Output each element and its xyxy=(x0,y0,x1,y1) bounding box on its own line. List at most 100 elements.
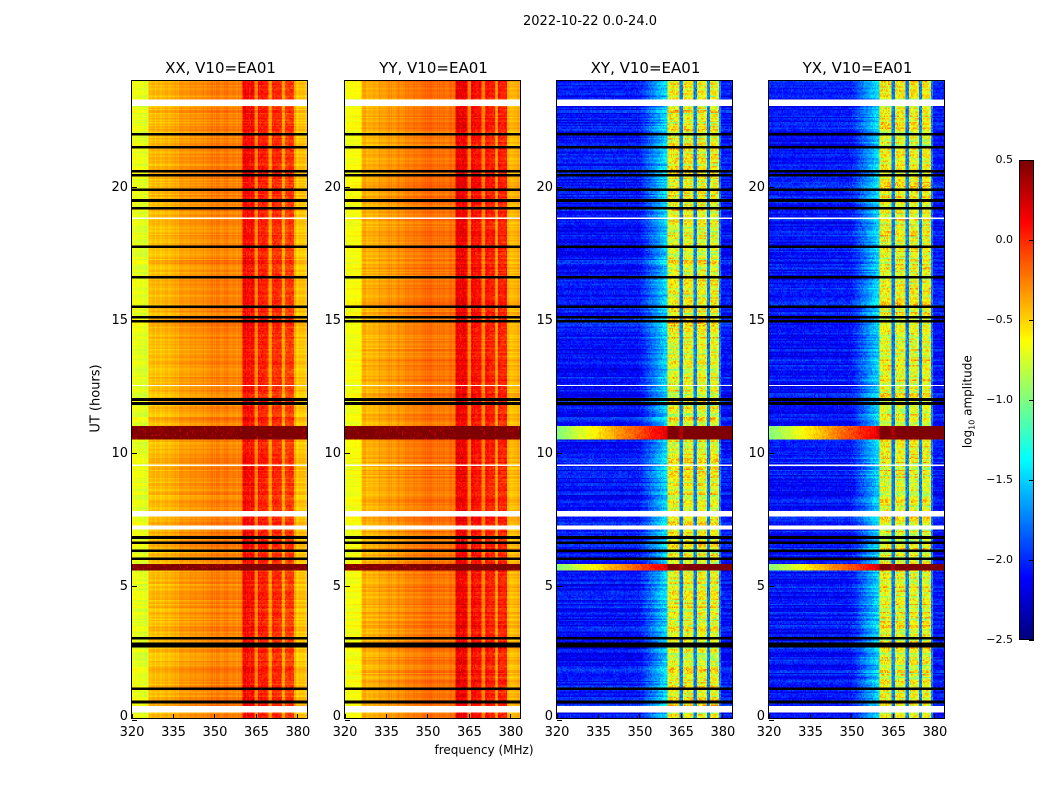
x-tick-label: 380 xyxy=(498,725,524,740)
panel-title: YY, V10=EA01 xyxy=(379,59,488,77)
x-tick xyxy=(639,714,641,719)
colorbar-tick xyxy=(1029,400,1034,401)
x-tick-label: 365 xyxy=(457,725,482,740)
x-tick xyxy=(597,714,599,719)
y-tick-label: 20 xyxy=(324,179,341,195)
x-tick xyxy=(131,714,133,719)
x-tick-label: 380 xyxy=(285,725,311,740)
y-tick xyxy=(132,187,137,188)
y-tick xyxy=(769,320,774,322)
colorbar-tick xyxy=(1029,560,1034,561)
x-tick-label: 380 xyxy=(922,725,948,740)
x-tick-label: 335 xyxy=(798,725,823,740)
colorbar-tick-label: 0.0 xyxy=(995,233,1014,246)
heatmap-panel-yy: YY, V10=EA01 320 335 350 365 380 0 5 10 15 20 xyxy=(324,59,523,739)
colorbar-tick xyxy=(1029,160,1034,161)
y-tick xyxy=(557,187,562,188)
figure-title: 2022-10-22 0.0-24.0 xyxy=(523,14,657,29)
x-tick xyxy=(297,714,299,719)
y-tick-label: 10 xyxy=(748,445,765,461)
colorbar-label: log10 amplitude xyxy=(960,342,979,462)
x-tick-label: 350 xyxy=(839,725,865,740)
heatmap-image xyxy=(345,81,520,718)
x-tick xyxy=(172,714,174,719)
y-tick-label: 15 xyxy=(111,312,128,328)
x-tick xyxy=(934,714,936,719)
colorbar-tick xyxy=(1029,240,1034,241)
x-tick xyxy=(556,714,558,719)
colorbar-label-sub: 10 xyxy=(967,419,977,430)
y-tick-label: 5 xyxy=(544,578,553,594)
y-tick xyxy=(345,320,350,322)
colorbar-tick-label: 0.5 xyxy=(995,153,1014,166)
y-tick xyxy=(132,453,137,455)
y-tick xyxy=(557,719,562,721)
panel-title: YX, V10=EA01 xyxy=(802,59,913,77)
y-tick xyxy=(132,586,137,588)
x-tick-label: 320 xyxy=(756,725,782,740)
x-tick-label: 335 xyxy=(161,725,186,740)
x-tick-label: 350 xyxy=(202,725,228,740)
x-tick-label: 350 xyxy=(627,725,653,740)
y-tick-label: 10 xyxy=(536,445,553,461)
y-axis-label: UT (hours) xyxy=(88,364,104,433)
y-tick-label: 5 xyxy=(756,578,765,594)
x-tick-label: 320 xyxy=(332,725,358,740)
x-tick-label: 335 xyxy=(586,725,611,740)
y-tick-label: 0 xyxy=(756,709,765,724)
y-tick-label: 5 xyxy=(119,578,128,594)
heatmap-panel-xy: XY, V10=EA01 320 335 350 365 380 0 5 10 15 20 xyxy=(536,59,735,739)
x-tick xyxy=(510,714,512,719)
y-tick xyxy=(769,586,774,588)
x-tick-label: 365 xyxy=(244,725,269,740)
x-tick xyxy=(214,714,216,719)
y-tick-label: 15 xyxy=(748,312,765,328)
x-tick xyxy=(851,714,853,719)
heatmap-image xyxy=(132,81,307,718)
colorbar-tick xyxy=(1029,480,1034,481)
y-tick-label: 20 xyxy=(748,179,765,195)
y-tick-label: 20 xyxy=(111,179,128,195)
y-tick xyxy=(557,320,562,322)
y-tick xyxy=(769,187,774,188)
x-tick-label: 335 xyxy=(374,725,399,740)
x-tick-label: 350 xyxy=(415,725,441,740)
heatmap-image xyxy=(557,81,732,718)
x-tick xyxy=(809,714,811,719)
colorbar-tick-label: −0.5 xyxy=(986,313,1013,326)
x-tick xyxy=(344,714,346,719)
colorbar-tick-label: −1.5 xyxy=(986,473,1013,486)
y-tick-label: 20 xyxy=(536,179,553,195)
heatmap-panel-xx: XX, V10=EA01 320 335 350 365 380 0 5 10 15 20 xyxy=(111,59,310,739)
colorbar-label-rest: amplitude xyxy=(960,355,975,420)
y-tick xyxy=(769,453,774,455)
colorbar-tick xyxy=(1029,320,1034,321)
panel-title: XY, V10=EA01 xyxy=(590,59,701,77)
panel-title: XX, V10=EA01 xyxy=(165,59,276,77)
colorbar-label-main: log xyxy=(960,429,975,449)
x-tick xyxy=(722,714,724,719)
y-tick xyxy=(557,586,562,588)
colorbar-tick-label: −1.0 xyxy=(986,393,1013,406)
x-tick-label: 320 xyxy=(119,725,145,740)
y-tick-label: 0 xyxy=(119,709,128,724)
colorbar-tick xyxy=(1029,640,1034,641)
y-tick xyxy=(132,719,137,721)
y-tick xyxy=(345,719,350,721)
y-tick-label: 5 xyxy=(332,578,341,594)
y-tick xyxy=(132,320,137,322)
y-tick xyxy=(557,453,562,455)
colorbar-tick-label: −2.5 xyxy=(986,633,1013,646)
y-tick xyxy=(345,586,350,588)
y-tick xyxy=(345,187,350,188)
y-tick xyxy=(769,719,774,721)
y-tick xyxy=(345,453,350,455)
x-tick xyxy=(468,714,470,719)
x-tick xyxy=(680,714,682,719)
y-tick-label: 15 xyxy=(324,312,341,328)
y-tick-label: 15 xyxy=(536,312,553,328)
x-tick xyxy=(427,714,429,719)
x-tick-label: 365 xyxy=(669,725,694,740)
y-tick-label: 0 xyxy=(332,709,341,724)
